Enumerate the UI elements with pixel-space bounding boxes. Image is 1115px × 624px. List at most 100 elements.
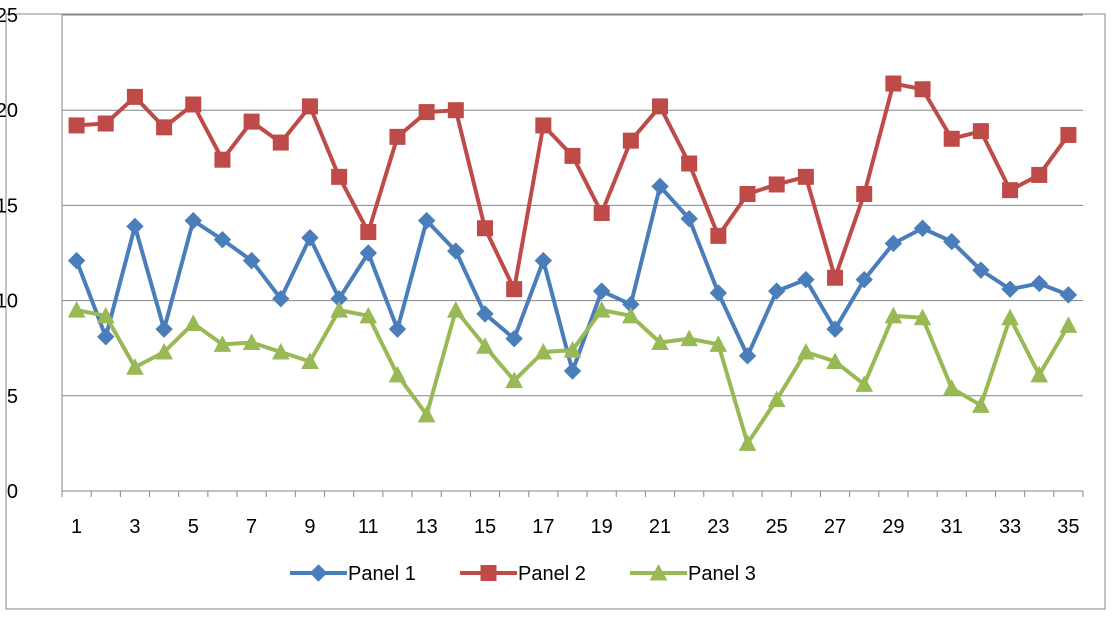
x-tick-label: 11	[358, 516, 379, 538]
triangle-marker	[649, 563, 668, 581]
diamond-marker	[797, 270, 815, 289]
triangle-marker	[505, 371, 523, 389]
square-marker	[243, 113, 260, 130]
x-axis-tick-labels: 1 3 5 7 9 11 13 15 17 19 21 23 25 27 29 31 33 35	[71, 516, 1080, 538]
square-marker	[943, 130, 960, 147]
x-tick-label: 9	[304, 516, 315, 538]
diamond-marker	[126, 217, 144, 236]
diamond-marker	[913, 219, 932, 237]
diamond-marker	[242, 251, 261, 270]
y-tick-label: 25	[0, 5, 18, 27]
triangle-marker	[913, 308, 932, 326]
diamond-marker	[447, 242, 465, 260]
diamond-marker	[301, 229, 319, 247]
legend-item: Panel 3	[630, 563, 756, 585]
series-3	[67, 301, 1078, 451]
y-tick-label: 15	[0, 195, 18, 217]
diamond-marker	[884, 234, 903, 253]
triangle-marker	[1001, 308, 1019, 326]
triangle-marker	[213, 335, 232, 352]
diamond-marker	[1059, 286, 1078, 304]
diamond-marker	[738, 347, 757, 365]
diamond-marker	[1030, 274, 1048, 293]
triangle-marker	[884, 306, 903, 324]
square-marker	[885, 75, 902, 92]
square-marker	[972, 123, 989, 140]
triangle-marker	[1030, 365, 1049, 383]
square-marker	[593, 205, 610, 222]
legend-item: Panel 1	[290, 563, 416, 585]
diamond-marker	[184, 211, 202, 230]
x-tick-label: 1	[71, 516, 82, 538]
triangle-marker	[184, 314, 203, 331]
y-axis-tick-labels: 0 5 10 15 20 25	[0, 5, 18, 503]
diamond-marker	[272, 289, 290, 308]
diamond-marker	[309, 564, 328, 582]
legend-item: Panel 2	[460, 563, 586, 585]
y-tick-label: 20	[0, 100, 18, 122]
square-marker	[301, 98, 318, 115]
diamond-marker	[155, 320, 173, 338]
square-marker	[652, 98, 669, 115]
square-marker	[185, 96, 202, 113]
legend-label: Panel 1	[348, 563, 416, 585]
square-marker	[156, 119, 173, 136]
square-marker	[506, 281, 523, 298]
x-tick-label: 21	[649, 516, 671, 538]
triangle-marker	[417, 405, 436, 423]
x-tick-label: 33	[999, 516, 1021, 538]
legend-label: Panel 3	[688, 563, 756, 585]
triangle-marker	[359, 306, 378, 324]
square-marker	[797, 168, 814, 185]
x-tick-label: 7	[246, 516, 257, 538]
triangle-marker	[680, 329, 699, 347]
triangle-marker	[563, 341, 582, 358]
diamond-marker	[651, 177, 669, 196]
square-marker	[564, 147, 581, 164]
square-marker	[331, 168, 348, 185]
square-marker	[480, 565, 497, 581]
x-tick-label: 19	[591, 516, 613, 538]
triangle-marker	[301, 352, 319, 370]
triangle-marker	[826, 352, 844, 370]
gridlines	[62, 14, 1083, 397]
diamond-marker	[943, 232, 961, 251]
square-marker	[389, 128, 406, 145]
triangle-marker	[476, 337, 494, 354]
triangle-marker	[96, 306, 115, 324]
diamond-marker	[563, 362, 582, 380]
diamond-marker	[505, 329, 523, 348]
triangle-marker	[126, 358, 144, 375]
square-marker	[914, 81, 931, 98]
square-marker	[360, 224, 377, 241]
triangle-marker	[242, 333, 261, 350]
diamond-marker	[592, 282, 611, 300]
square-marker	[535, 117, 552, 134]
triangle-marker	[651, 333, 669, 350]
triangle-marker	[709, 335, 728, 352]
square-marker	[681, 155, 698, 172]
triangle-marker	[942, 379, 961, 396]
square-marker	[418, 104, 435, 121]
diamond-marker	[417, 211, 436, 230]
triangle-marker	[622, 306, 640, 324]
triangle-marker	[534, 342, 553, 360]
x-tick-label: 35	[1057, 516, 1079, 538]
triangle-marker	[855, 375, 874, 392]
diamond-marker	[213, 230, 232, 249]
x-tick-label: 15	[474, 516, 496, 538]
square-marker	[1002, 182, 1019, 199]
series-1	[67, 177, 1078, 380]
triangle-marker	[738, 434, 757, 451]
diamond-marker	[359, 244, 378, 262]
x-tick-label: 29	[882, 516, 904, 538]
x-tick-label: 31	[941, 516, 963, 538]
diamond-marker	[972, 261, 990, 279]
legend-label: Panel 2	[518, 563, 586, 585]
x-tick-label: 5	[188, 516, 199, 538]
y-tick-label: 10	[0, 291, 18, 313]
triangle-marker	[155, 342, 173, 360]
diamond-marker	[67, 251, 86, 270]
